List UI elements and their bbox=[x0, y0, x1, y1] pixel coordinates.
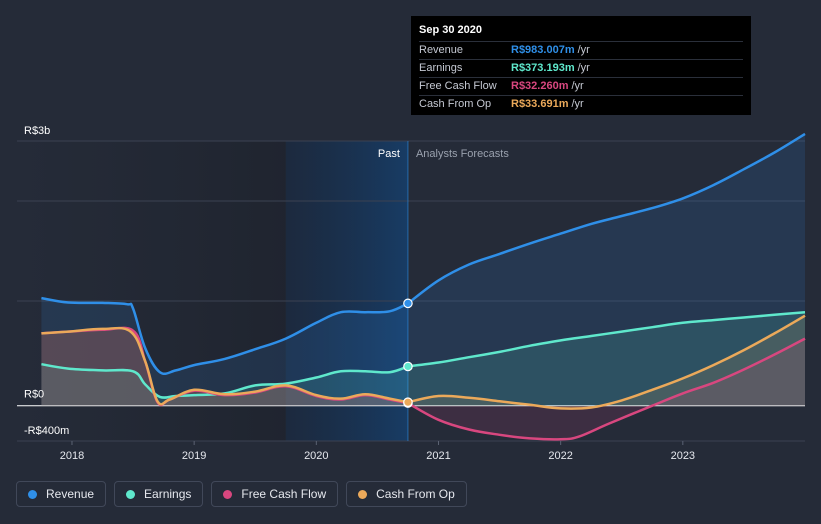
legend-label: Free Cash Flow bbox=[241, 487, 327, 501]
cash-from-op-forecast-line bbox=[407, 314, 806, 410]
free-cash-flow-area bbox=[41, 327, 805, 440]
tooltip-row-free-cash-flow: Free Cash Flow R$32.260m /yr bbox=[419, 77, 743, 95]
revenue-marker bbox=[403, 298, 413, 309]
x-tick-label: 2022 bbox=[548, 450, 572, 462]
x-tick-label: 2020 bbox=[304, 450, 328, 462]
tooltip-value: R$32.260m bbox=[511, 80, 569, 92]
legend-item-earnings[interactable]: Earnings bbox=[114, 481, 204, 507]
legend-item-cash-from-op[interactable]: Cash From Op bbox=[346, 481, 467, 507]
tooltip-unit: /yr bbox=[571, 80, 584, 92]
x-tick-label: 2018 bbox=[60, 450, 84, 462]
tooltip-label: Earnings bbox=[419, 62, 463, 74]
cash-from-op-past-line bbox=[41, 326, 409, 406]
tooltip-label: Revenue bbox=[419, 44, 464, 56]
earnings-dot-icon bbox=[126, 489, 136, 499]
revenue-past-line bbox=[41, 296, 409, 375]
tooltip-label: Free Cash Flow bbox=[419, 80, 497, 92]
y-label-zero: R$0 bbox=[24, 389, 44, 401]
tooltip-unit: /yr bbox=[577, 62, 590, 74]
legend: Revenue Earnings Free Cash Flow Cash Fro… bbox=[16, 481, 467, 507]
tooltip-unit: /yr bbox=[571, 98, 584, 110]
earnings-marker bbox=[403, 361, 413, 372]
tooltip-row-cash-from-op: Cash From Op R$33.691m /yr bbox=[419, 95, 743, 113]
revenue-area bbox=[41, 133, 805, 406]
tooltip-value: R$373.193m bbox=[511, 62, 575, 74]
tooltip-row-earnings: Earnings R$373.193m /yr bbox=[419, 59, 743, 77]
legend-item-free-cash-flow[interactable]: Free Cash Flow bbox=[211, 481, 339, 507]
x-tick-label: 2019 bbox=[182, 450, 206, 462]
tooltip-value: R$983.007m bbox=[511, 44, 575, 56]
cash-from-op-area bbox=[41, 315, 805, 409]
tooltip-row-revenue: Revenue R$983.007m /yr bbox=[419, 41, 743, 59]
revenue-forecast-line bbox=[407, 132, 806, 305]
earnings-forecast-line bbox=[407, 310, 806, 368]
past-label: Past bbox=[378, 148, 400, 160]
x-tick-label: 2021 bbox=[426, 450, 450, 462]
tooltip-value: R$33.691m bbox=[511, 98, 569, 110]
tooltip-unit: /yr bbox=[577, 44, 590, 56]
legend-label: Earnings bbox=[144, 487, 192, 501]
tooltip-label: Cash From Op bbox=[419, 98, 492, 110]
tooltip-date: Sep 30 2020 bbox=[419, 24, 482, 36]
forecast-label: Analysts Forecasts bbox=[416, 148, 509, 160]
revenue-dot-icon bbox=[28, 489, 37, 499]
earnings-area bbox=[41, 312, 805, 406]
free-cash-flow-forecast-line bbox=[407, 337, 806, 441]
x-tick-label: 2023 bbox=[671, 450, 695, 462]
tooltip: Sep 30 2020 Revenue R$983.007m /yr Earni… bbox=[411, 16, 751, 115]
y-label-bottom: -R$400m bbox=[24, 425, 69, 437]
legend-item-revenue[interactable]: Revenue bbox=[16, 481, 107, 507]
earnings-past-line bbox=[41, 362, 409, 399]
legend-label: Cash From Op bbox=[376, 487, 455, 501]
free-cash-flow-dot-icon bbox=[223, 489, 233, 499]
y-label-top: R$3b bbox=[24, 125, 50, 137]
cash-from-op-dot-icon bbox=[358, 489, 368, 499]
legend-label: Revenue bbox=[46, 487, 95, 501]
cash-from-op-marker bbox=[403, 397, 413, 407]
